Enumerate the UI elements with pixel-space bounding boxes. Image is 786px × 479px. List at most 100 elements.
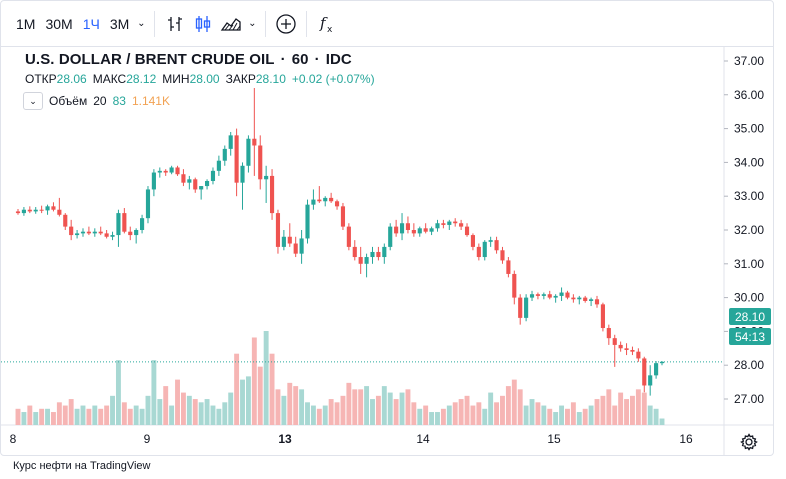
interval-dropdown-chevron-icon[interactable]: ⌄ <box>137 18 146 29</box>
collapse-legend-chevron-icon[interactable]: ⌄ <box>23 92 43 110</box>
volume-bar <box>429 412 435 425</box>
volume-bar <box>163 386 169 425</box>
price-tick-label: 30.00 <box>734 291 764 305</box>
time-tick-label: 13 <box>278 432 292 446</box>
candle-body <box>583 297 588 301</box>
volume-bar <box>86 408 92 425</box>
area-chart-icon[interactable] <box>217 9 245 39</box>
volume-bar <box>618 392 624 425</box>
volume-bar <box>358 389 364 425</box>
candle-body <box>80 231 86 234</box>
volume-bar <box>653 408 659 425</box>
volume-bar <box>511 379 517 425</box>
candle-body <box>470 235 476 247</box>
candle-body <box>364 257 369 264</box>
time-tick-label: 14 <box>416 432 430 446</box>
tradingview-caption[interactable]: Курс нефти на TradingView <box>13 460 151 472</box>
candle-body <box>618 344 623 349</box>
symbol-legend: U.S. DOLLAR / BRENT CRUDE OIL · 60 · IDC… <box>23 51 375 110</box>
candle-body <box>541 294 546 296</box>
ohlc-values: ОТКР28.06 МАКС28.12 МИН28.00 ЗАКР28.10 +… <box>25 72 375 86</box>
high-value: 28.12 <box>126 72 157 86</box>
volume-bar <box>145 395 151 425</box>
candle-body <box>57 209 62 215</box>
volume-bar <box>245 376 251 425</box>
volume-bar <box>310 405 316 425</box>
candle-body <box>299 238 304 254</box>
volume-bar <box>157 399 163 425</box>
candle-body <box>399 223 405 234</box>
volume-bar <box>482 408 488 425</box>
candle-body <box>405 223 411 230</box>
candle-body <box>240 165 245 183</box>
candle-body <box>376 251 381 258</box>
volume-bar <box>547 408 553 425</box>
price-tick-label: 37.00 <box>734 54 764 68</box>
volume-bar <box>151 360 157 425</box>
candle-body <box>488 240 493 242</box>
volume-bar <box>27 405 33 425</box>
volume-bar <box>305 402 310 425</box>
interval-30m-button[interactable]: 30M <box>45 15 73 32</box>
volume-bar <box>39 408 45 425</box>
interval-1m-button[interactable]: 1M <box>16 15 36 32</box>
close-label: ЗАКР <box>225 72 256 86</box>
candle-body <box>559 292 564 296</box>
candle-body <box>134 230 139 236</box>
interval-1h-button[interactable]: 1Ч <box>82 15 100 32</box>
candle-body <box>305 204 310 239</box>
candle-body <box>222 148 227 161</box>
volume-bar <box>68 399 74 425</box>
chart-style-chevron-icon[interactable]: ⌄ <box>248 18 257 29</box>
volume-bar <box>251 337 257 425</box>
candle-body <box>63 214 68 227</box>
settings-gear-icon[interactable] <box>738 431 760 453</box>
volume-bar <box>240 379 245 425</box>
volume-bar <box>133 405 139 425</box>
candle-body <box>39 209 44 211</box>
volume-bar <box>500 395 505 425</box>
volume-bar <box>334 402 340 425</box>
fx-indicators-icon[interactable]: f x <box>313 9 341 39</box>
volume-bar <box>411 402 417 425</box>
volume-bar <box>582 408 588 425</box>
candles-chart-icon[interactable] <box>189 9 217 39</box>
volume-bar <box>21 412 27 425</box>
bars-chart-icon[interactable] <box>161 9 189 39</box>
candle-body <box>642 358 647 386</box>
candle-body <box>323 197 328 202</box>
interval-3m-button[interactable]: 3M <box>109 15 130 32</box>
candle-body <box>529 294 535 298</box>
candle-body <box>281 236 286 247</box>
volume-bar <box>570 402 576 425</box>
volume-bar <box>494 402 500 425</box>
candle-body <box>33 209 38 212</box>
candle-body <box>128 231 133 236</box>
volume-bar <box>234 353 240 425</box>
volume-bar <box>293 386 299 425</box>
candle-body <box>500 250 505 261</box>
volume-bar <box>458 399 464 425</box>
candle-body <box>334 201 340 207</box>
volume-bar <box>446 405 452 425</box>
candle-body <box>329 197 334 202</box>
add-indicator-icon[interactable] <box>272 9 300 39</box>
candle-body <box>506 260 511 274</box>
volume-bar <box>340 395 346 425</box>
volume-bar <box>393 399 399 425</box>
candle-body <box>216 160 221 171</box>
time-tick-label: 8 <box>10 432 17 446</box>
volume-bar <box>370 399 375 425</box>
volume-bar <box>553 412 559 425</box>
symbol-name: U.S. DOLLAR / BRENT CRUDE OIL <box>25 51 275 68</box>
candle-body <box>476 246 481 258</box>
volume-bar <box>98 408 104 425</box>
candle-body <box>553 295 558 298</box>
volume-bar <box>399 392 405 425</box>
volume-bar <box>529 399 535 425</box>
candle-body <box>187 179 192 183</box>
volume-bar <box>600 395 606 425</box>
price-tick-label: 27.00 <box>734 392 764 406</box>
volume-bar <box>417 408 423 425</box>
candle-body <box>565 292 570 298</box>
